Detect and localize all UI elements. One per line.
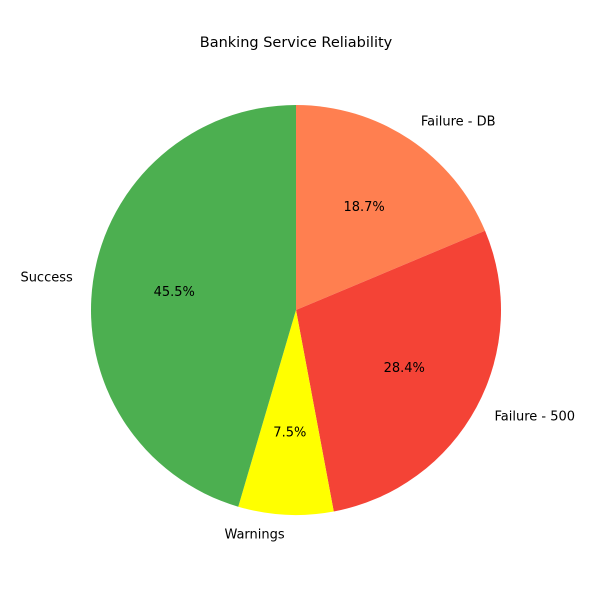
slice-percent-failure-db: 18.7%	[343, 200, 384, 215]
slice-percent-warnings: 7.5%	[273, 425, 306, 440]
slice-percent-failure-500: 28.4%	[384, 361, 425, 376]
pie-slice-failure-500	[296, 230, 501, 512]
slice-label-failure-500: Failure - 500	[495, 409, 576, 424]
pie-slice-warnings	[238, 310, 334, 515]
pie-slices	[91, 105, 501, 515]
slice-label-failure-db: Failure - DB	[421, 115, 496, 130]
slice-label-success: Success	[20, 270, 73, 285]
pie-labels: Failure - DB 18.7% Failure - 500 28.4% Warni…	[20, 115, 575, 543]
pie-slice-failure-db	[296, 105, 486, 310]
slice-percent-success: 45.5%	[154, 285, 195, 300]
slice-label-warnings: Warnings	[224, 528, 284, 543]
pie-slice-success	[91, 105, 296, 507]
chart-title: Banking Service Reliability	[200, 35, 393, 51]
